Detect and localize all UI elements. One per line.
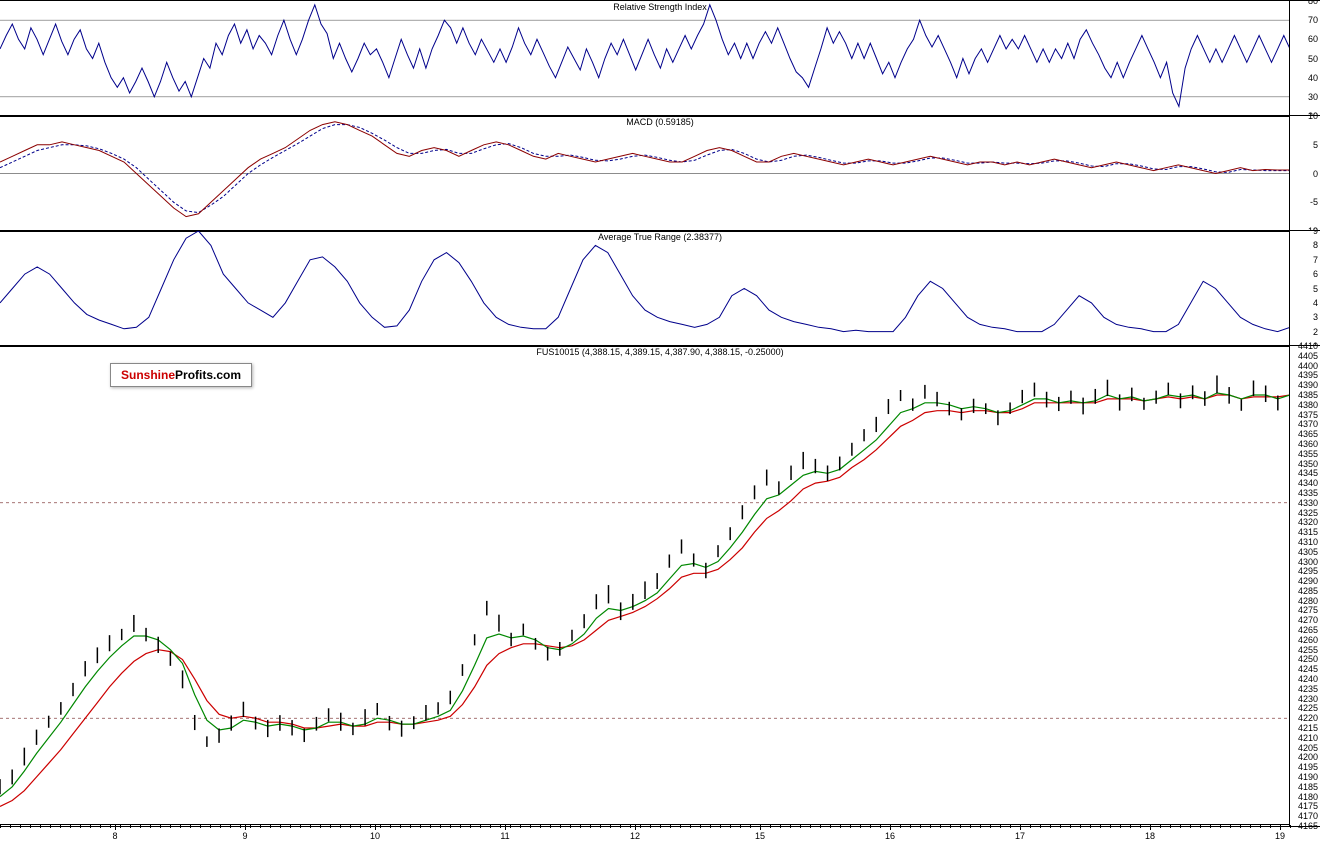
x-tick-label: 18 (1145, 831, 1155, 841)
x-tick-label: 10 (370, 831, 380, 841)
x-tick-label: 9 (242, 831, 247, 841)
macd-y-axis: -10-50510 (1289, 116, 1320, 231)
watermark-part2: Profits.com (175, 368, 241, 382)
price-chart (0, 346, 1290, 826)
watermark-part1: Sunshine (121, 368, 175, 382)
x-axis: 8 9 10 11 12 15 16 17 18 19 (0, 824, 1290, 844)
x-tick-label: 16 (885, 831, 895, 841)
rsi-y-axis: 20304050607080 (1289, 1, 1320, 116)
macd-chart (0, 116, 1290, 231)
chart-container: Relative Strength Index 20304050607080 M… (0, 0, 1320, 844)
price-y-axis: 4165417041754180418541904195420042054210… (1289, 346, 1320, 826)
rsi-title: Relative Strength Index (613, 2, 707, 12)
x-tick-label: 8 (112, 831, 117, 841)
rsi-chart (0, 1, 1290, 116)
atr-y-axis: 123456789 (1289, 231, 1320, 346)
x-tick-label: 11 (500, 831, 509, 841)
x-tick-label: 19 (1275, 831, 1285, 841)
x-tick-label: 15 (755, 831, 765, 841)
x-tick-label: 12 (630, 831, 640, 841)
watermark-logo: SunshineProfits.com (110, 363, 252, 387)
macd-panel: MACD (0.59185) -10-50510 (0, 115, 1320, 232)
atr-panel: Average True Range (2.38377) 123456789 (0, 230, 1320, 347)
macd-title: MACD (0.59185) (626, 117, 694, 127)
price-title: FUS10015 (4,388.15, 4,389.15, 4,387.90, … (536, 347, 783, 357)
atr-chart (0, 231, 1290, 346)
x-tick-label: 17 (1015, 831, 1025, 841)
atr-title: Average True Range (2.38377) (598, 232, 722, 242)
price-panel: FUS10015 (4,388.15, 4,389.15, 4,387.90, … (0, 345, 1320, 827)
rsi-panel: Relative Strength Index 20304050607080 (0, 0, 1320, 117)
